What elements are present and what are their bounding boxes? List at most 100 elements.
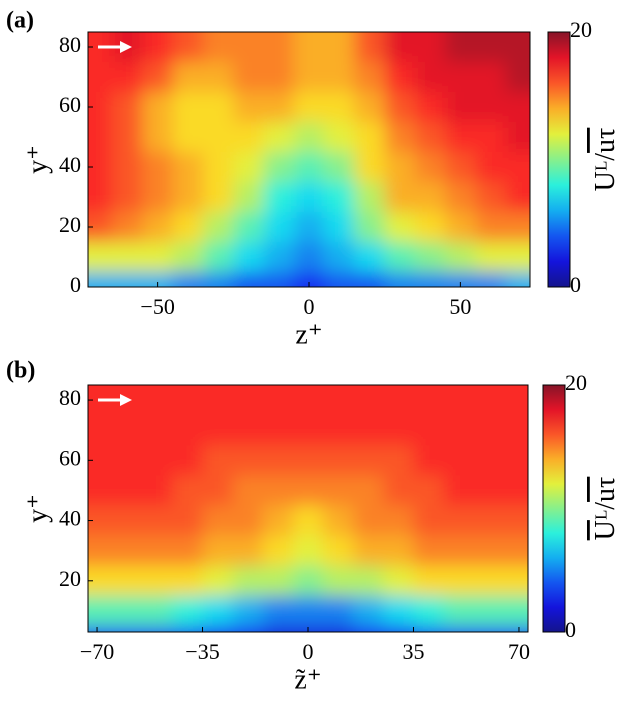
heatmap-cell (233, 122, 265, 153)
heatmap-cell (354, 122, 386, 153)
heatmap-cell (112, 445, 143, 476)
heatmap-cell (324, 92, 355, 123)
heatmap-cell (383, 415, 414, 446)
heatmap-cell (202, 415, 234, 446)
heatmap-cell (172, 122, 204, 153)
heatmap-cell (203, 62, 234, 93)
heatmap-cell (262, 595, 294, 627)
heatmap-cell (505, 182, 530, 213)
heatmap (88, 385, 528, 632)
heatmap-cell (142, 595, 173, 627)
heatmap-cell (475, 272, 507, 287)
heatmap-cell (88, 535, 113, 567)
heatmap-cell (263, 92, 295, 123)
heatmap-cell (443, 385, 475, 416)
heatmap-cell (353, 625, 384, 632)
heatmap-cell (384, 212, 416, 243)
heatmap-cell (414, 32, 446, 63)
heatmap-cell (233, 92, 265, 123)
heatmap-cell (384, 272, 416, 287)
heatmap-cell (172, 272, 204, 287)
heatmap-cell (112, 625, 143, 632)
heatmap-cell (172, 565, 204, 597)
heatmap-cell (413, 565, 445, 597)
heatmap-cell (353, 475, 384, 506)
heatmap-cell (384, 32, 416, 63)
heatmap-cell (202, 625, 234, 632)
heatmap-cell (384, 62, 416, 93)
heatmap-cell (263, 272, 295, 287)
heatmap-cell (324, 182, 355, 213)
heatmap-cell (293, 62, 325, 93)
heatmap-cell (383, 535, 414, 567)
heatmap-cell (112, 242, 143, 273)
y-axis-label: y⁺ (22, 145, 53, 174)
heatmap-cell (354, 212, 386, 243)
heatmap-cell (383, 595, 414, 627)
heatmap-cell (505, 212, 530, 243)
heatmap-cell (262, 565, 294, 597)
heatmap-cell (142, 565, 173, 597)
x-tick-label: 70 (508, 639, 530, 664)
heatmap-cell (505, 62, 530, 93)
heatmap-cell (172, 212, 204, 243)
heatmap-cell (112, 92, 143, 123)
heatmap-cell (473, 445, 505, 476)
heatmap-cell (202, 595, 234, 627)
colorbar-label-part: uτ (590, 128, 621, 153)
heatmap-cell (505, 242, 530, 273)
heatmap-cell (293, 122, 325, 153)
heatmap-cell (503, 415, 528, 446)
heatmap-cell (475, 32, 507, 63)
heatmap-cell (414, 212, 446, 243)
heatmap-cell (323, 415, 354, 446)
heatmap-cell (172, 92, 204, 123)
heatmap-cell (413, 415, 445, 446)
heatmap-cell (443, 415, 475, 446)
heatmap-cell (142, 445, 173, 476)
heatmap-cell (142, 625, 173, 632)
heatmap-cell (172, 152, 204, 183)
heatmap-cell (142, 152, 174, 183)
heatmap-cell (293, 242, 325, 273)
heatmap-cell (232, 625, 264, 632)
heatmap-cell (445, 152, 477, 183)
heatmap-cell (233, 212, 265, 243)
x-tick-label: −35 (185, 639, 219, 664)
heatmap-cell (475, 62, 507, 93)
heatmap-cell (384, 152, 416, 183)
heatmap-cell (232, 445, 264, 476)
heatmap-cell (112, 535, 143, 567)
heatmap-cell (293, 212, 325, 243)
heatmap-cell (88, 242, 113, 273)
heatmap-cell (324, 122, 355, 153)
heatmap-cell (413, 445, 445, 476)
heatmap-cell (354, 92, 386, 123)
heatmap-cell (172, 385, 204, 416)
heatmap-cell (232, 535, 264, 567)
heatmap-cell (262, 385, 294, 416)
heatmap-cell (473, 415, 505, 446)
y-tick-label: 40 (59, 152, 81, 177)
heatmap-cell (172, 535, 204, 567)
colorbar-label: Uᴸ/uτ (590, 477, 621, 541)
heatmap-cell (292, 415, 324, 446)
x-tick-label: −70 (80, 639, 114, 664)
heatmap-cell (384, 242, 416, 273)
heatmap-cell (203, 182, 234, 213)
heatmap-cell (445, 32, 477, 63)
heatmap-cell (323, 385, 354, 416)
heatmap-cell (112, 565, 143, 597)
heatmap-cell (473, 385, 505, 416)
heatmap-cell (443, 595, 475, 627)
heatmap-cell (233, 182, 265, 213)
heatmap-cell (445, 212, 477, 243)
heatmap-cell (172, 625, 204, 632)
x-tick-label: −50 (140, 294, 174, 319)
heatmap-cell (293, 152, 325, 183)
heatmap-cell (353, 565, 384, 597)
heatmap-cell (202, 535, 234, 567)
heatmap-cell (414, 122, 446, 153)
heatmap-cell (112, 272, 143, 287)
